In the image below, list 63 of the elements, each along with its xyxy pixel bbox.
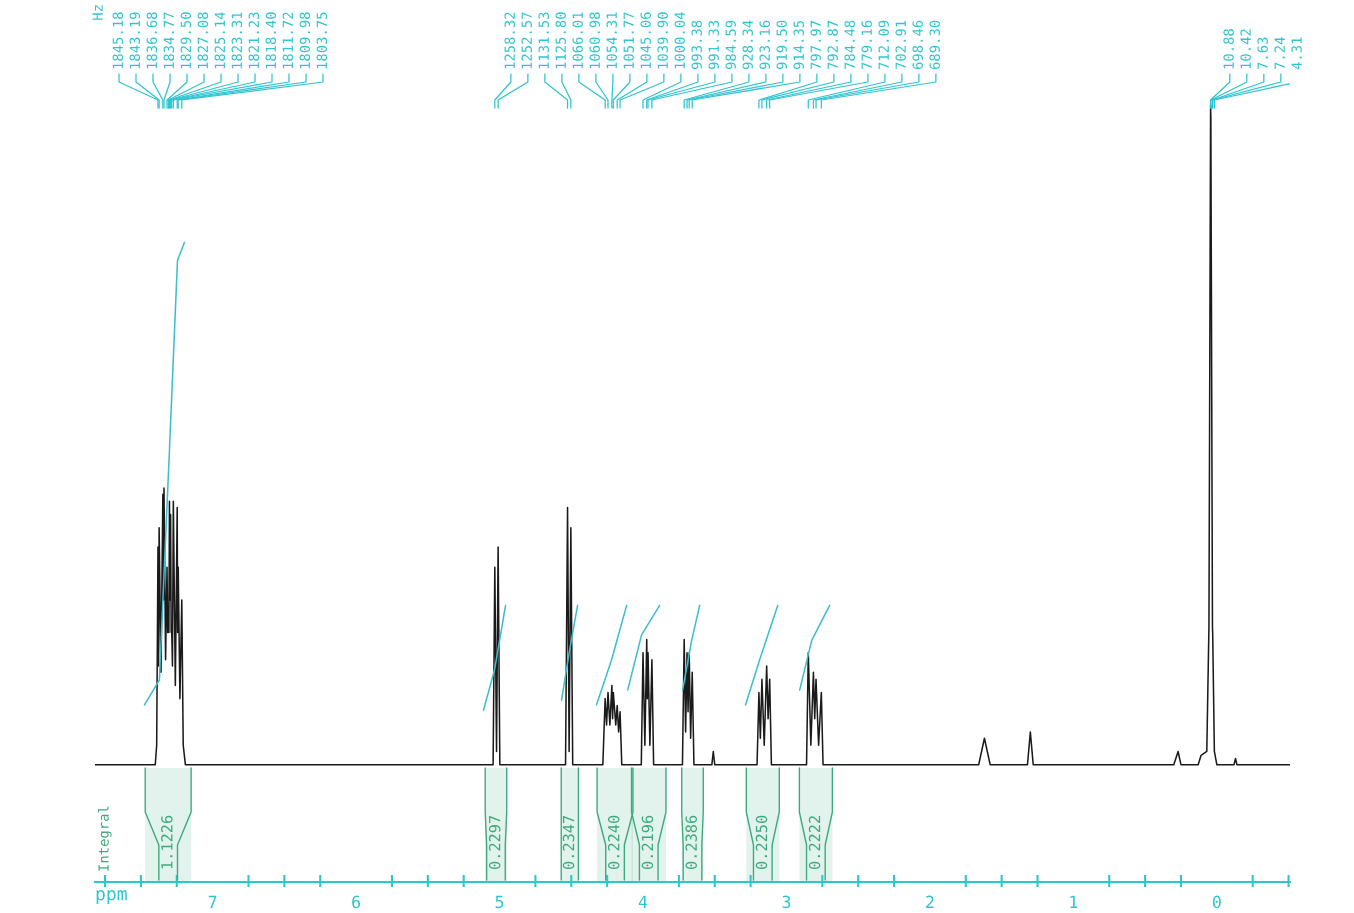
band-label: 0.2196 bbox=[641, 815, 654, 870]
annotation: 1803.75 bbox=[316, 12, 328, 69]
annotation: 792.87 bbox=[827, 20, 838, 70]
annotation: 928.34 bbox=[742, 20, 753, 70]
annotation: 712.09 bbox=[878, 20, 889, 70]
annotation: 923.16 bbox=[759, 20, 770, 70]
annotation: 919.50 bbox=[776, 20, 787, 70]
band-label: 0.2347 bbox=[562, 815, 575, 870]
annotation: 1051.77 bbox=[623, 12, 634, 69]
annotation: 689.30 bbox=[929, 20, 940, 70]
annotation: 1818.40 bbox=[265, 12, 277, 69]
annotation: 1843.19 bbox=[129, 12, 141, 69]
annotation: 779.16 bbox=[861, 20, 872, 70]
band-label: 0.2222 bbox=[808, 816, 821, 870]
band-label: 1.1226 bbox=[161, 815, 173, 869]
annotation: 702.91 bbox=[895, 20, 906, 70]
annotation: 1054.31 bbox=[606, 12, 617, 69]
annotation: 1823.31 bbox=[231, 12, 243, 69]
annotation: 984.59 bbox=[725, 20, 736, 70]
annotation: 698.46 bbox=[912, 20, 923, 70]
annotation: 1811.72 bbox=[282, 12, 294, 69]
annotation: 1827.08 bbox=[197, 12, 209, 69]
annotation: 10.88 bbox=[1223, 29, 1234, 69]
text: Hz bbox=[92, 5, 103, 20]
annotation: 1125.80 bbox=[555, 12, 566, 69]
annotation: Integral bbox=[98, 806, 112, 871]
annotation: 7.63 bbox=[1257, 37, 1268, 70]
x-tick-label: 5 bbox=[495, 895, 504, 909]
annotation: 1252.57 bbox=[521, 12, 532, 69]
annotation: 1000.04 bbox=[674, 12, 685, 69]
band-label: 0.2297 bbox=[488, 815, 501, 870]
annotation: 1045.06 bbox=[640, 12, 651, 69]
annotation: 7.24 bbox=[1274, 37, 1285, 70]
x-tick-label: 3 bbox=[782, 895, 791, 909]
annotation: 797.97 bbox=[810, 20, 821, 70]
x-tick-label: 0 bbox=[1212, 895, 1221, 909]
annotation: 4.31 bbox=[1291, 37, 1302, 70]
x-tick-label: 4 bbox=[638, 895, 648, 908]
annotation: 1845.18 bbox=[112, 12, 124, 69]
annotation: 914.35 bbox=[793, 20, 804, 70]
x-tick-label: 1 bbox=[1070, 895, 1078, 908]
annotation: 1825.14 bbox=[214, 12, 226, 69]
annotation: 1039.90 bbox=[657, 12, 668, 69]
annotation: 784.48 bbox=[844, 20, 855, 70]
annotation: 991.33 bbox=[708, 20, 719, 70]
band-label: 0.2250 bbox=[755, 815, 768, 870]
annotation: 1258.32 bbox=[504, 12, 515, 69]
x-tick-label: 2 bbox=[926, 895, 934, 908]
annotation: 10.42 bbox=[1240, 29, 1251, 69]
annotation: 1836.68 bbox=[146, 12, 158, 69]
band-label: 0.2386 bbox=[685, 815, 697, 870]
annotation: 1809.98 bbox=[299, 12, 311, 69]
x-tick-label: 6 bbox=[352, 895, 361, 909]
annotation: 1066.01 bbox=[572, 12, 583, 69]
annotation: 1829.50 bbox=[180, 12, 192, 69]
annotation: 1060.98 bbox=[589, 12, 600, 69]
annotation: 1834.77 bbox=[163, 12, 175, 69]
annotation: 1821.23 bbox=[248, 12, 260, 69]
x-tick-label: 7 bbox=[208, 895, 217, 908]
x-axis-title: ppm bbox=[96, 890, 127, 904]
band-label: 0.2240 bbox=[607, 815, 620, 870]
annotation: 993.38 bbox=[691, 20, 702, 70]
annotation: 1131.53 bbox=[538, 12, 549, 69]
